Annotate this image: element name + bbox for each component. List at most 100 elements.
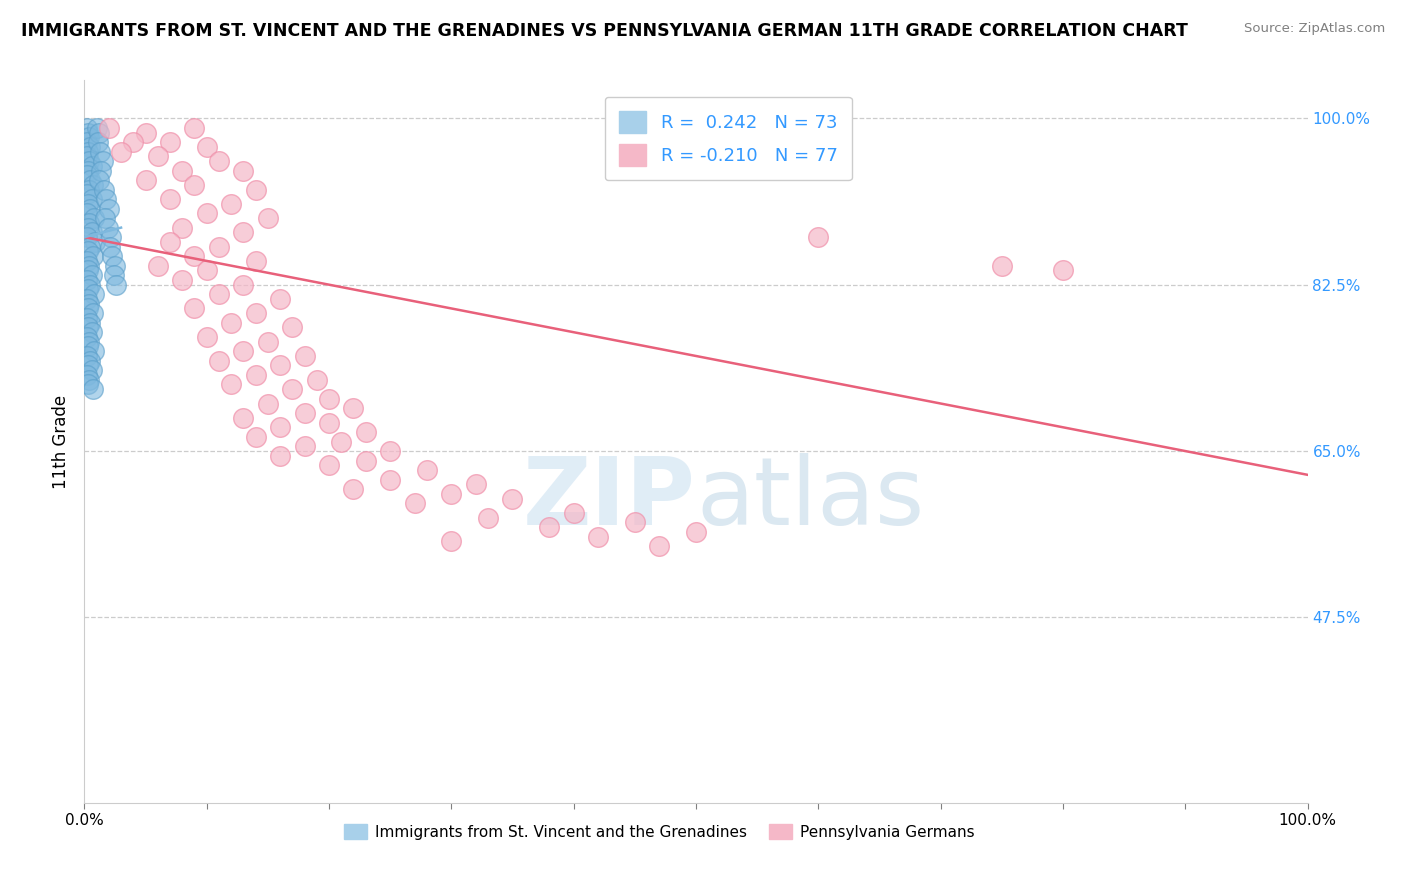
Point [100, 230, 122, 244]
Point [183, 249, 205, 263]
Point [146, 149, 169, 163]
Point [135, 173, 157, 187]
Point [208, 154, 231, 169]
Text: IMMIGRANTS FROM ST. VINCENT AND THE GRENADINES VS PENNSYLVANIA GERMAN 11TH GRADE: IMMIGRANTS FROM ST. VINCENT AND THE GREN… [21, 22, 1188, 40]
Point [208, 353, 231, 368]
Point [172, 220, 194, 235]
Point [318, 416, 340, 430]
Point [195, 140, 218, 154]
Point [195, 263, 218, 277]
Point [93, 183, 115, 197]
Point [146, 259, 169, 273]
Point [245, 183, 267, 197]
Point [208, 287, 231, 301]
Point [79, 240, 101, 254]
Point [416, 463, 439, 477]
Point [562, 506, 585, 520]
Point [807, 230, 830, 244]
Point [219, 197, 242, 211]
Point [89, 145, 111, 159]
Point [219, 316, 242, 330]
Point [404, 496, 426, 510]
Point [77, 259, 100, 273]
Point [76, 120, 98, 135]
Point [80, 226, 103, 240]
Point [586, 530, 609, 544]
Point [76, 310, 98, 325]
Point [159, 192, 181, 206]
Point [245, 254, 267, 268]
Legend: Immigrants from St. Vincent and the Grenadines, Pennsylvania Germans: Immigrants from St. Vincent and the Gren… [337, 818, 981, 846]
Point [77, 183, 100, 197]
Point [82, 249, 104, 263]
Point [172, 273, 194, 287]
Point [281, 382, 304, 396]
Point [77, 130, 100, 145]
Point [195, 330, 218, 344]
Point [354, 453, 377, 467]
Point [77, 301, 100, 316]
Point [77, 244, 100, 259]
Point [86, 120, 108, 135]
Point [354, 425, 377, 439]
Point [83, 211, 105, 226]
Point [232, 163, 254, 178]
Point [76, 330, 98, 344]
Point [77, 154, 100, 169]
Point [110, 145, 132, 159]
Point [79, 277, 101, 292]
Point [440, 487, 463, 501]
Point [79, 173, 101, 187]
Point [257, 396, 280, 410]
Point [80, 192, 103, 206]
Point [77, 339, 100, 353]
Point [77, 197, 100, 211]
Point [991, 259, 1014, 273]
Point [183, 120, 205, 135]
Point [97, 220, 120, 235]
Point [76, 254, 98, 268]
Point [87, 173, 110, 187]
Point [183, 301, 205, 316]
Point [685, 524, 707, 539]
Point [195, 206, 218, 220]
Point [502, 491, 524, 506]
Point [77, 373, 100, 387]
Point [464, 477, 486, 491]
Point [91, 154, 114, 169]
Point [477, 510, 499, 524]
Point [79, 316, 101, 330]
Point [77, 320, 100, 334]
Point [80, 325, 103, 339]
Point [159, 135, 181, 149]
Point [79, 140, 101, 154]
Point [245, 306, 267, 320]
Point [105, 277, 128, 292]
Point [77, 282, 100, 296]
Point [440, 534, 463, 549]
Point [77, 216, 100, 230]
Point [257, 211, 280, 226]
Point [294, 439, 316, 453]
Point [77, 263, 100, 277]
Point [77, 296, 100, 310]
Point [269, 420, 291, 434]
Point [135, 126, 157, 140]
Point [183, 178, 205, 192]
Point [80, 159, 103, 173]
Point [76, 230, 98, 244]
Point [257, 334, 280, 349]
Point [172, 163, 194, 178]
Point [76, 187, 98, 202]
Point [269, 359, 291, 373]
Point [294, 406, 316, 420]
Point [80, 268, 103, 282]
Point [232, 226, 254, 240]
Point [159, 235, 181, 249]
Y-axis label: 11th Grade: 11th Grade [52, 394, 70, 489]
Text: Source: ZipAtlas.com: Source: ZipAtlas.com [1244, 22, 1385, 36]
Point [101, 249, 124, 263]
Point [97, 202, 120, 216]
Point [330, 434, 353, 449]
Point [83, 287, 105, 301]
